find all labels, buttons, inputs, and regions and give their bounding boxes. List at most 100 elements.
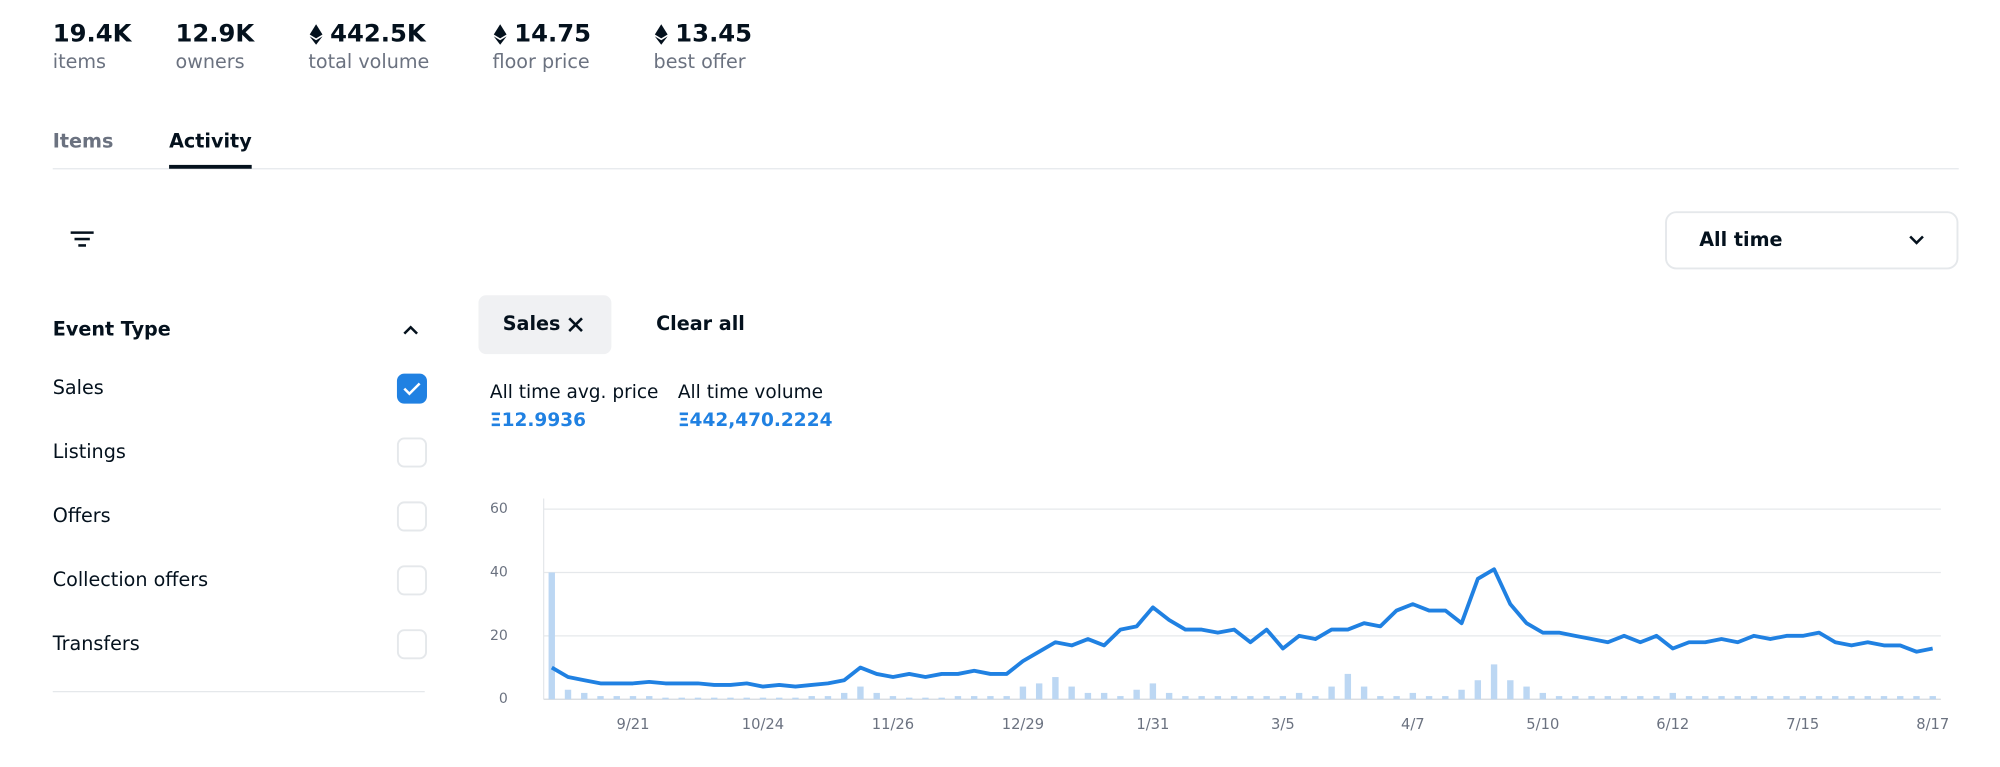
filter-option[interactable]: Listings (53, 440, 126, 463)
volume-bar (954, 696, 962, 700)
filter-icon[interactable] (70, 231, 94, 247)
stat-value: 442.5K (330, 19, 427, 48)
volume-bar (1588, 696, 1595, 700)
volume-bar (1620, 696, 1628, 700)
time-dropdown-label[interactable]: All time (1699, 228, 1782, 251)
x-tick-label: 4/7 (1401, 716, 1425, 733)
tab[interactable]: Activity (169, 129, 252, 152)
volume-bar (1247, 696, 1254, 700)
checkbox[interactable] (396, 501, 427, 532)
summary-value: Ξ442,470.2224 (678, 410, 833, 431)
clear-all[interactable]: Clear all (656, 312, 745, 335)
volume-bar (629, 696, 637, 700)
checkbox[interactable] (396, 437, 427, 468)
volume-bar (1783, 696, 1790, 700)
volume-bar (1637, 696, 1644, 700)
volume-bar (808, 696, 815, 700)
stat-label: total volume (308, 50, 429, 73)
volume-bar (1832, 696, 1839, 700)
stat-label: best offer (654, 50, 746, 73)
volume-bar (1555, 696, 1563, 700)
volume-bar (922, 697, 929, 700)
volume-bar (1052, 677, 1059, 700)
volume-bar (548, 572, 555, 700)
volume-bar (1214, 696, 1222, 700)
y-tick-label: 0 (499, 691, 508, 707)
volume-bar (581, 692, 588, 700)
volume-bar (792, 697, 799, 700)
summary-label: All time volume (678, 382, 823, 403)
chip[interactable] (478, 295, 612, 355)
volume-bar (1767, 696, 1774, 700)
volume-bar (987, 696, 994, 700)
x-tick-label: 1/31 (1136, 716, 1169, 733)
volume-bar (1685, 696, 1693, 700)
volume-bar (1263, 696, 1270, 700)
volume-bar (1442, 696, 1449, 700)
volume-bar (1474, 680, 1482, 700)
tab-underline (169, 164, 252, 169)
eth-icon (309, 24, 323, 45)
volume-bar (1897, 696, 1904, 700)
volume-bar (646, 696, 653, 700)
chip-remove[interactable] (568, 317, 583, 332)
x-tick-label: 12/29 (1002, 716, 1044, 733)
volume-bar (905, 697, 913, 700)
volume-bar (1458, 689, 1465, 700)
chevron-down (1909, 235, 1924, 245)
volume-bar (711, 697, 718, 700)
volume-bar (1344, 673, 1352, 700)
stat-value: 14.75 (514, 19, 591, 48)
volume-bar (1165, 692, 1173, 700)
volume-bar (938, 697, 945, 700)
volume-bar (824, 696, 832, 700)
volume-bar (613, 696, 620, 700)
volume-bar (1425, 696, 1433, 700)
volume-bar (1084, 692, 1092, 700)
summary-label: All time avg. price (490, 382, 658, 403)
volume-bar (1572, 696, 1579, 700)
x-tick-label: 7/15 (1786, 716, 1819, 733)
volume-bar (1279, 696, 1287, 700)
checkbox[interactable] (396, 373, 427, 404)
checkbox[interactable] (396, 629, 427, 660)
filter-option[interactable]: Sales (53, 376, 104, 399)
y-tick-label: 20 (490, 628, 508, 644)
volume-bar (1864, 696, 1871, 700)
tab[interactable]: Items (53, 129, 114, 152)
x-tick-label: 10/24 (742, 716, 784, 733)
volume-bar (743, 697, 750, 700)
volume-bar (1653, 696, 1660, 700)
volume-bar (1507, 680, 1514, 700)
checkmark (403, 382, 421, 396)
stat-value: 19.4K (53, 19, 133, 48)
checkbox[interactable] (396, 565, 427, 596)
stat-value: 13.45 (675, 19, 752, 48)
y-tick-label: 40 (490, 564, 508, 580)
volume-bar (776, 697, 783, 700)
volume-bar (1019, 686, 1027, 700)
volume-bar (1003, 696, 1010, 700)
volume-bar (1848, 696, 1855, 700)
chip-label: Sales (503, 312, 561, 335)
volume-bar (1149, 683, 1157, 700)
volume-bar (1328, 686, 1335, 700)
stat-label: floor price (493, 50, 590, 73)
filter-option[interactable]: Offers (53, 504, 111, 527)
volume-bar (1734, 696, 1741, 700)
volume-bar (1750, 696, 1758, 700)
volume-bar (841, 692, 848, 700)
time-dropdown[interactable] (1665, 211, 1959, 270)
volume-bar (1182, 696, 1189, 700)
filter-option[interactable]: Collection offers (53, 568, 208, 591)
chevron-up[interactable] (403, 325, 418, 335)
volume-bar (1490, 664, 1498, 700)
volume-bar (1880, 696, 1888, 700)
eth-icon (654, 24, 668, 45)
volume-bar (970, 696, 978, 700)
filter-option[interactable]: Transfers (52, 632, 140, 655)
stat-label: owners (175, 50, 244, 73)
volume-bar (678, 697, 685, 700)
